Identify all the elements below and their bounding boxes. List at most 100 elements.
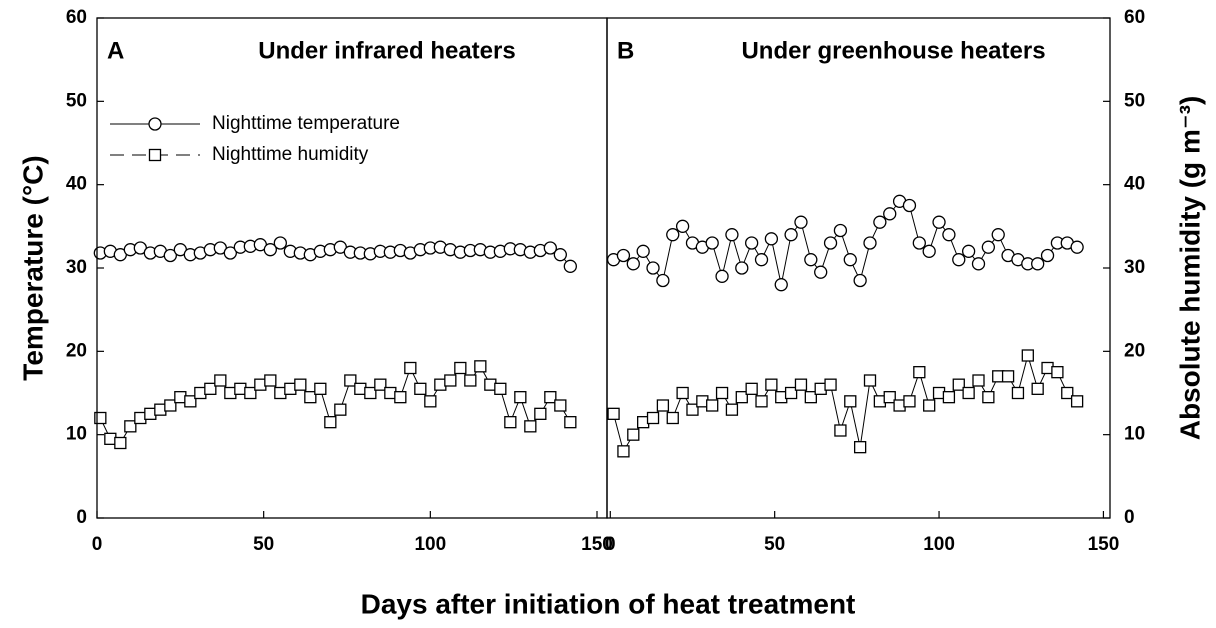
data-point bbox=[1051, 366, 1064, 379]
data-point bbox=[163, 248, 177, 263]
data-point bbox=[627, 428, 640, 441]
data-point bbox=[263, 243, 277, 257]
data-point bbox=[273, 236, 287, 250]
data-point bbox=[823, 236, 838, 250]
data-point bbox=[814, 265, 828, 279]
data-point bbox=[616, 248, 631, 263]
data-point bbox=[972, 374, 985, 387]
data-point bbox=[1031, 257, 1045, 271]
data-point bbox=[514, 391, 527, 404]
data-point bbox=[952, 253, 966, 267]
data-point bbox=[94, 411, 107, 425]
x-tick-label: 100 bbox=[923, 534, 955, 555]
data-point bbox=[764, 232, 779, 246]
data-point bbox=[873, 215, 887, 229]
data-point bbox=[834, 424, 847, 437]
data-point bbox=[554, 399, 567, 412]
y-tick-label: 20 bbox=[66, 340, 87, 361]
data-point bbox=[745, 236, 759, 250]
data-point bbox=[843, 253, 857, 267]
legend-marker bbox=[148, 148, 162, 162]
data-point bbox=[646, 411, 660, 425]
y-tick-label: 60 bbox=[66, 7, 87, 28]
data-point bbox=[942, 228, 956, 242]
data-point bbox=[863, 374, 877, 387]
data-point bbox=[922, 244, 936, 258]
data-point bbox=[626, 257, 640, 271]
data-point bbox=[675, 219, 690, 233]
data-point bbox=[304, 391, 317, 404]
data-point bbox=[314, 382, 327, 395]
plot-frame bbox=[96, 17, 608, 519]
x-tick-label: 50 bbox=[253, 534, 274, 555]
data-point bbox=[686, 403, 699, 416]
y-tick-label: 0 bbox=[76, 507, 87, 528]
data-point bbox=[504, 416, 517, 429]
data-point bbox=[755, 395, 768, 408]
data-point bbox=[853, 273, 867, 288]
data-point bbox=[804, 391, 817, 404]
y-tick-label: 20 bbox=[1124, 340, 1145, 361]
panel-label: A bbox=[107, 37, 124, 64]
data-point bbox=[1011, 386, 1025, 400]
data-point bbox=[745, 382, 758, 395]
data-point bbox=[124, 420, 137, 433]
data-point bbox=[544, 391, 557, 404]
y-tick-label: 30 bbox=[66, 257, 87, 278]
data-point bbox=[942, 391, 956, 404]
data-point bbox=[1070, 240, 1084, 254]
y-tick-label: 50 bbox=[66, 90, 87, 111]
data-point bbox=[844, 395, 857, 408]
data-point bbox=[923, 399, 936, 412]
data-point bbox=[534, 407, 547, 420]
panel-title: Under infrared heaters bbox=[258, 37, 515, 64]
data-point bbox=[564, 416, 577, 429]
data-point bbox=[464, 374, 477, 387]
data-point bbox=[833, 223, 848, 238]
data-point bbox=[765, 378, 778, 391]
data-point bbox=[164, 399, 177, 412]
series-line bbox=[613, 200, 1078, 285]
data-point bbox=[804, 253, 818, 267]
data-point bbox=[824, 378, 837, 391]
y-tick-label: 50 bbox=[1124, 90, 1145, 111]
data-point bbox=[454, 361, 467, 375]
data-point bbox=[646, 261, 660, 275]
data-point bbox=[114, 436, 127, 450]
data-point bbox=[715, 269, 729, 283]
data-point bbox=[1021, 349, 1034, 362]
data-point bbox=[334, 403, 347, 416]
data-point bbox=[676, 386, 689, 400]
y-tick-label: 0 bbox=[1124, 507, 1135, 528]
y-tick-label: 40 bbox=[66, 174, 87, 195]
data-point bbox=[1070, 395, 1084, 408]
data-point bbox=[636, 244, 650, 258]
data-point bbox=[883, 391, 896, 404]
x-tick-label: 0 bbox=[605, 534, 616, 555]
data-point bbox=[374, 378, 387, 391]
data-point bbox=[344, 374, 357, 387]
data-point bbox=[204, 382, 217, 395]
data-point bbox=[912, 236, 926, 250]
data-point bbox=[706, 399, 719, 412]
data-point bbox=[754, 253, 769, 267]
data-point bbox=[715, 386, 729, 400]
data-point bbox=[794, 378, 808, 391]
data-point bbox=[656, 273, 670, 288]
data-point bbox=[394, 391, 407, 404]
data-point bbox=[1061, 386, 1074, 400]
y-tick-label: 60 bbox=[1124, 7, 1145, 28]
data-point bbox=[961, 244, 976, 258]
y2-axis-label: Absolute humidity (g m⁻³) bbox=[1174, 96, 1205, 441]
data-point bbox=[883, 207, 897, 221]
panel-title: Under greenhouse heaters bbox=[741, 37, 1045, 64]
data-point bbox=[223, 246, 237, 260]
data-point bbox=[1001, 370, 1015, 383]
data-point bbox=[666, 411, 679, 425]
data-point bbox=[666, 228, 680, 242]
data-point bbox=[494, 382, 507, 395]
y-axis-label: Temperature (°C) bbox=[17, 155, 48, 380]
data-point bbox=[952, 378, 965, 391]
